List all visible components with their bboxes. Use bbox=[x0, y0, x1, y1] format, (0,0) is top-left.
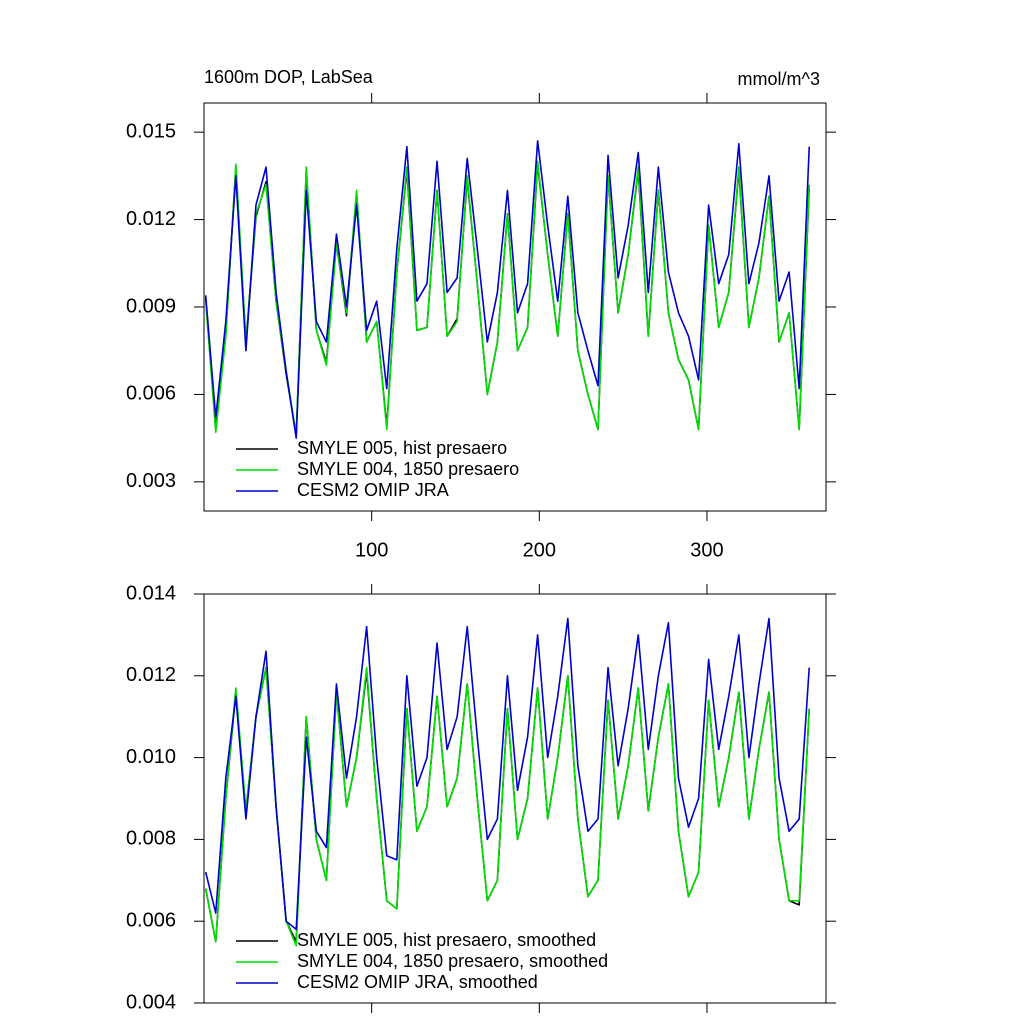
units-label: mmol/m^3 bbox=[738, 69, 820, 89]
y-tick-label: 0.012 bbox=[126, 208, 176, 230]
y-tick-label: 0.009 bbox=[126, 295, 176, 317]
data-line bbox=[204, 140, 811, 439]
y-tick-label: 0.006 bbox=[126, 909, 176, 931]
y-tick-label: 0.014 bbox=[126, 582, 176, 604]
legend-label: SMYLE 004, 1850 presaero, smoothed bbox=[297, 951, 608, 971]
x-tick-label: 200 bbox=[523, 539, 556, 561]
x-tick-label: 300 bbox=[690, 539, 723, 561]
plot-frame bbox=[203, 102, 827, 512]
chart-title: 1600m DOP, LabSea bbox=[204, 67, 374, 87]
data-line bbox=[204, 160, 811, 437]
legend-label: SMYLE 005, hist presaero, smoothed bbox=[297, 930, 596, 950]
data-line bbox=[204, 163, 811, 437]
plot-frame bbox=[203, 593, 827, 1004]
y-tick-label: 0.006 bbox=[126, 383, 176, 405]
legend-label: SMYLE 004, 1850 presaero bbox=[297, 459, 519, 479]
legend-label: SMYLE 005, hist presaero bbox=[297, 438, 507, 458]
data-line bbox=[204, 666, 811, 947]
y-tick-label: 0.015 bbox=[126, 120, 176, 142]
data-line bbox=[204, 617, 811, 931]
x-tick-label: 100 bbox=[355, 539, 388, 561]
y-tick-label: 0.004 bbox=[126, 991, 176, 1013]
y-tick-label: 0.010 bbox=[126, 746, 176, 768]
y-tick-label: 0.008 bbox=[126, 828, 176, 850]
y-tick-label: 0.003 bbox=[126, 470, 176, 492]
y-tick-label: 0.012 bbox=[126, 664, 176, 686]
legend-label: CESM2 OMIP JRA bbox=[297, 480, 449, 500]
legend-label: CESM2 OMIP JRA, smoothed bbox=[297, 972, 538, 992]
